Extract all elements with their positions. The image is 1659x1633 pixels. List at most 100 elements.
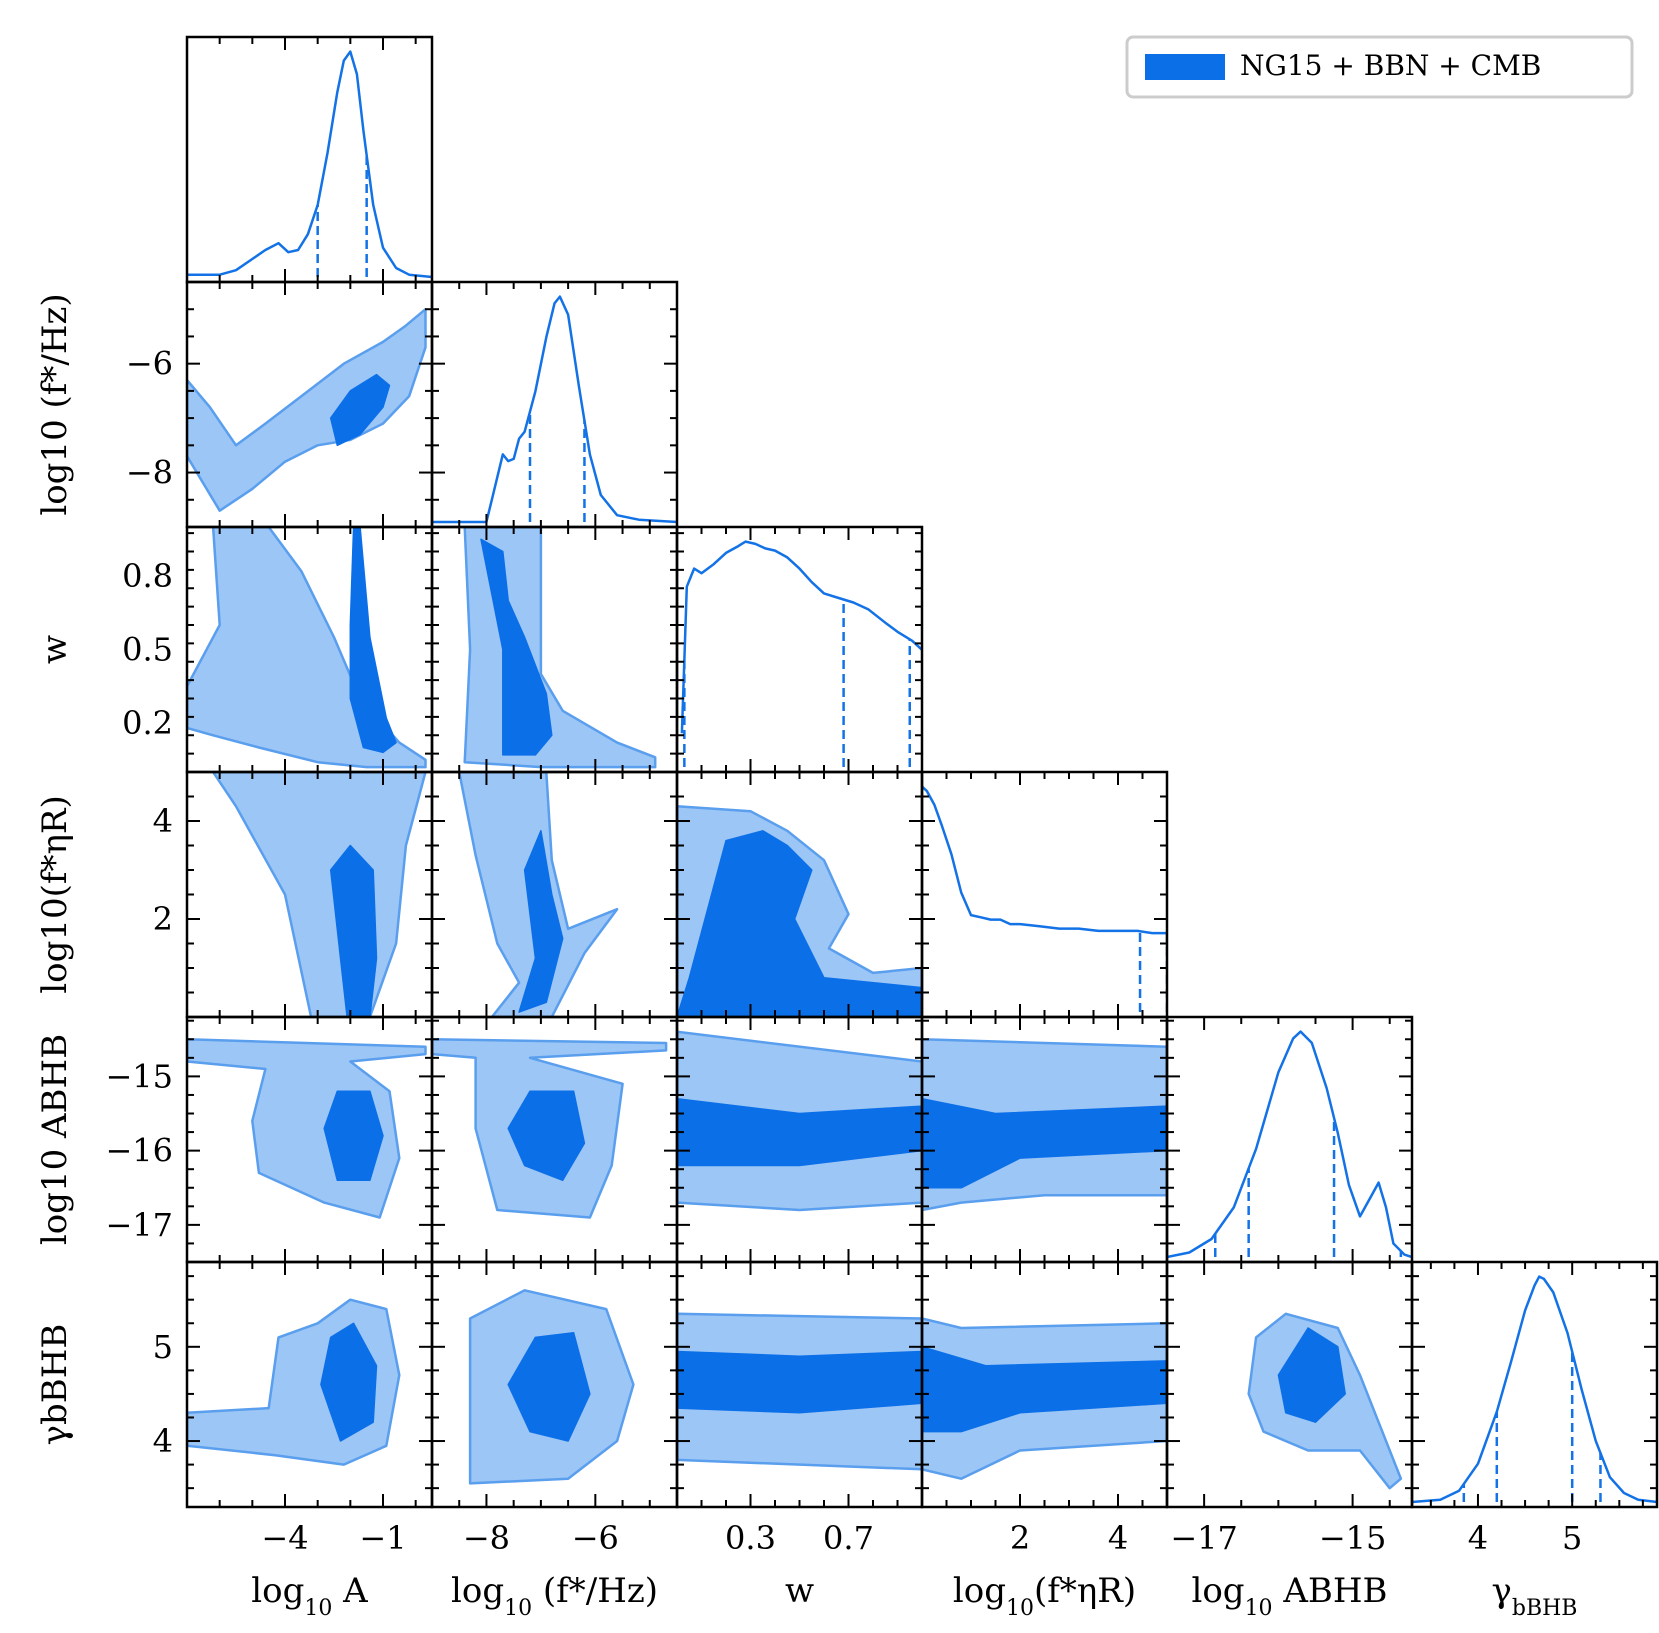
x-tick-label-gamma: 4 [1468, 1519, 1488, 1557]
contour-68-logA-gamma [320, 1322, 378, 1442]
y-tick-label-logfeta: 2 [153, 900, 173, 938]
label-base: log [451, 1571, 504, 1611]
x-tick-label-w: 0.7 [823, 1519, 874, 1557]
contour-68-w-gamma [677, 1350, 922, 1414]
contour-logfstar-logABHB [432, 1038, 668, 1219]
contour-68-w-logABHB [677, 1097, 922, 1167]
x-tick-label-logA: −1 [359, 1519, 406, 1557]
contour-68-logfeta-gamma [922, 1346, 1167, 1433]
contour-logfstar-gamma [468, 1289, 635, 1485]
label-sub: bBHB [1512, 1596, 1578, 1621]
y-tick-label-w: 0.5 [122, 631, 173, 669]
label-rest: A [332, 1571, 368, 1611]
legend-label: NG15 + BBN + CMB [1240, 49, 1541, 82]
y-axis-label-w: w [35, 635, 75, 664]
x-tick-label-logABHB: −15 [1319, 1519, 1387, 1557]
x-tick-label-logfstar: −8 [463, 1519, 510, 1557]
contour-logA-logfstar [187, 307, 427, 512]
y-tick-label-w: 0.8 [122, 557, 173, 595]
y-tick-label-logABHB: −16 [105, 1132, 173, 1170]
x-tick-label-logfstar: −6 [572, 1519, 619, 1557]
contour-logA-gamma [187, 1298, 401, 1466]
marginal-logfstar [432, 295, 677, 524]
label-rest: ABHB [1273, 1571, 1388, 1611]
contour-w-gamma [677, 1312, 922, 1471]
contour-68-logA-w [349, 527, 397, 754]
panel-border [430, 280, 679, 529]
contour-logA-logfeta [211, 772, 427, 1017]
marginal-curve-gamma [1412, 1275, 1657, 1504]
label-rest: (f*/Hz) [532, 1571, 658, 1611]
marginal-curve-logfstar [432, 295, 677, 524]
legend: NG15 + BBN + CMB [1125, 35, 1634, 99]
contour-logfstar-logfeta [457, 772, 619, 1017]
contour-w-logfeta [677, 805, 922, 1017]
contour-logABHB-gamma [1247, 1312, 1403, 1490]
contour-68-logA-logfeta [329, 844, 378, 1017]
label-base: w [785, 1571, 814, 1611]
panel-border [185, 35, 434, 284]
legend-swatch [1145, 54, 1225, 80]
marginal-logABHB [1167, 1030, 1412, 1259]
x-tick-label-logABHB: −17 [1170, 1519, 1238, 1557]
contour-68-logABHB-gamma [1277, 1327, 1346, 1423]
panel-frame-5-5 [1410, 1260, 1659, 1509]
legend-frame [1125, 35, 1634, 99]
marginal-curve-w [680, 540, 922, 734]
x-axis-label-gamma: γbBHB [1492, 1571, 1578, 1621]
label-sub: 10 [504, 1596, 532, 1621]
y-axis-label-logfeta: log10(f*ηR) [35, 795, 75, 993]
contour-95-logA-logABHB [187, 1038, 427, 1219]
contour-68-logfstar-gamma [507, 1331, 591, 1442]
contour-logfeta-logABHB [922, 1038, 1167, 1212]
x-axis-label-logfstar: log10 (f*/Hz) [451, 1571, 658, 1621]
label-base: γ [1492, 1571, 1512, 1611]
x-axis-label-logfeta: log10(f*ηR) [953, 1571, 1136, 1621]
label-sub: 10 [1006, 1596, 1034, 1621]
marginal-w [680, 540, 922, 767]
contour-logfstar-w [463, 527, 657, 769]
y-axis-label-gamma: γbBHB [35, 1324, 75, 1446]
contour-logfeta-gamma [922, 1317, 1167, 1480]
x-tick-label-logfeta: 2 [1010, 1519, 1030, 1557]
x-tick-label-logfeta: 4 [1108, 1519, 1128, 1557]
contour-95-logA-logfeta [211, 772, 427, 1017]
y-tick-label-w: 0.2 [122, 704, 173, 742]
panel-frame-1-1 [430, 280, 679, 529]
y-tick-label-gamma: 5 [153, 1328, 173, 1366]
label-sub: 10 [1245, 1596, 1273, 1621]
label-rest: (f*ηR) [1034, 1571, 1136, 1611]
marginal-curve-logfeta [922, 785, 1167, 935]
marginal-logfeta [922, 785, 1167, 1012]
panel-border [1410, 1260, 1659, 1509]
x-tick-label-w: 0.3 [725, 1519, 776, 1557]
contour-68-logfstar-w [480, 538, 553, 756]
label-base: log [251, 1571, 304, 1611]
contour-logA-logABHB [187, 1038, 427, 1219]
panel-frame-4-4 [1165, 1015, 1414, 1264]
label-base: log [1191, 1571, 1244, 1611]
marginal-gamma [1412, 1275, 1657, 1504]
panel-border [1165, 1015, 1414, 1264]
contour-68-logfstar-logABHB [507, 1090, 586, 1182]
y-axis-label-logABHB: log10 ABHB [35, 1034, 75, 1245]
contour-w-logABHB [677, 1030, 922, 1212]
panel-frame-0-0 [185, 35, 434, 284]
y-tick-label-gamma: 4 [153, 1422, 173, 1460]
marginal-curve-logA [187, 50, 432, 279]
label-base: log [953, 1571, 1006, 1611]
contour-logA-w [187, 527, 427, 769]
x-tick-label-gamma: 5 [1562, 1519, 1582, 1557]
y-tick-label-logfeta: 4 [153, 802, 173, 840]
x-axis-label-w: w [785, 1571, 814, 1611]
x-axis-label-logA: log10 A [251, 1571, 368, 1621]
contour-68-logA-logfstar [329, 373, 391, 447]
label-sub: 10 [304, 1596, 332, 1621]
y-tick-label-logfstar: −8 [126, 454, 173, 492]
contour-95-logA-logfstar [187, 307, 427, 512]
contour-68-logA-logABHB [323, 1090, 384, 1182]
y-tick-label-logABHB: −17 [105, 1206, 173, 1244]
x-axis-label-logABHB: log10 ABHB [1191, 1571, 1387, 1621]
